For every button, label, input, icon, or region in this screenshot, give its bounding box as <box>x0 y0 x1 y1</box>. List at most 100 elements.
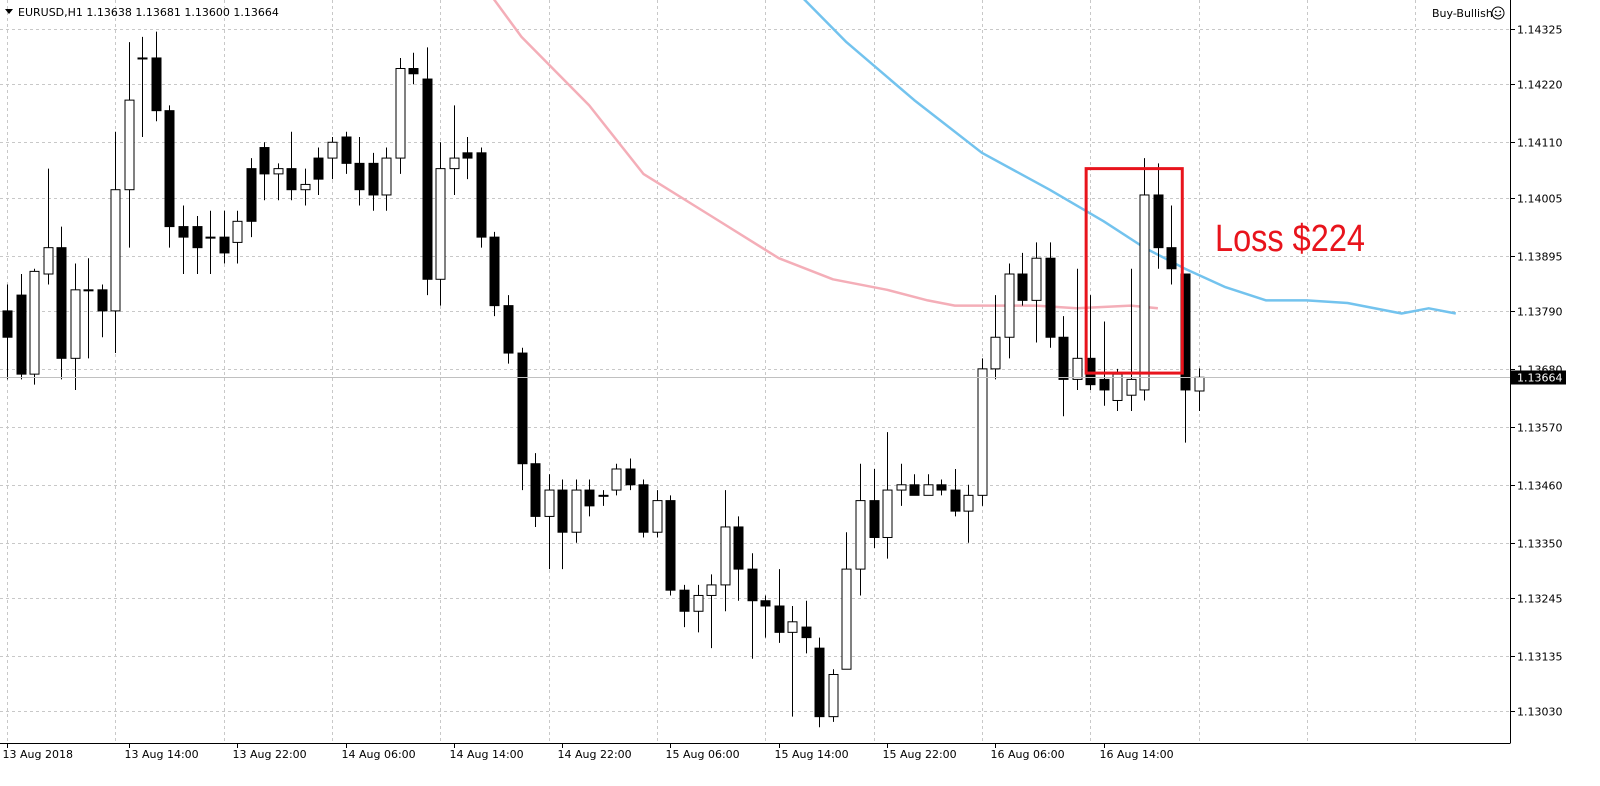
grid <box>0 0 1510 743</box>
candle <box>1099 321 1110 406</box>
candle-body-bear <box>16 294 27 375</box>
candle <box>341 131 352 174</box>
candle-body-bull <box>693 594 704 612</box>
candle-body-bear <box>814 647 825 718</box>
candle-body-bear <box>286 168 297 191</box>
candle <box>1112 368 1123 412</box>
candle-body-bear <box>1058 336 1069 380</box>
smiley-icon[interactable] <box>1491 6 1505 20</box>
candle <box>517 347 528 491</box>
candle <box>246 158 257 238</box>
loss-highlight-rect <box>1084 167 1184 375</box>
candle-body-bear <box>1045 257 1056 338</box>
candle <box>164 105 175 248</box>
candle <box>1058 316 1069 417</box>
candle-body-bear <box>503 305 514 354</box>
candle-body-bull <box>83 289 94 292</box>
candle <box>747 553 758 659</box>
candle-body-bull <box>923 484 934 496</box>
candle <box>733 516 744 601</box>
candle-body-bear <box>1017 273 1028 301</box>
candle-body-bear <box>625 468 636 486</box>
candle <box>327 137 338 180</box>
candle-body-bull <box>300 183 311 191</box>
candle-body-bull <box>652 500 663 533</box>
candle <box>192 216 203 275</box>
candle <box>56 226 67 380</box>
candle-body-bull <box>1194 376 1205 392</box>
candle <box>70 263 81 390</box>
candle-body-bear <box>259 147 270 175</box>
candle <box>977 358 988 506</box>
candle-body-bear <box>679 589 690 612</box>
candle-body-bear <box>638 484 649 533</box>
candle <box>300 168 311 206</box>
candle-body-bull <box>963 494 974 512</box>
candle-body-bull <box>1072 357 1083 380</box>
candle-body-bull <box>896 484 907 491</box>
candle-body-bull <box>124 99 135 191</box>
candle-body-bear <box>1099 378 1110 391</box>
x-tick-label: 13 Aug 14:00 <box>125 748 199 761</box>
candle <box>29 268 40 385</box>
candle <box>462 137 473 180</box>
candle <box>530 453 541 527</box>
candle-body-bear <box>1166 247 1177 270</box>
candle <box>841 532 852 670</box>
candle <box>923 474 934 496</box>
candle <box>286 131 297 201</box>
candle-body-bear <box>869 500 880 538</box>
candle-body-bear <box>774 605 785 633</box>
candle <box>598 490 609 506</box>
y-tick-label: 1.14220 <box>1517 79 1563 92</box>
candle-body-bull <box>787 621 798 633</box>
current-price-tag-bg <box>1511 370 1566 385</box>
candle <box>1166 205 1177 285</box>
candle-body-bull <box>381 157 392 196</box>
candle <box>652 490 663 538</box>
current-price-label: 1.13664 <box>1517 372 1563 385</box>
candle-body-bear <box>313 157 324 180</box>
y-tick-label: 1.13030 <box>1517 706 1563 719</box>
candle-body-bull <box>395 68 406 159</box>
candle-body-bull <box>544 489 555 517</box>
symbol-menu-triangle-icon[interactable] <box>5 9 13 14</box>
candle <box>584 479 595 517</box>
candle-body-bear <box>530 463 541 517</box>
candle <box>720 490 731 612</box>
candle-body-bear <box>462 152 473 159</box>
candle-body-bear <box>517 352 528 465</box>
candle-body-bear <box>489 236 500 307</box>
candle <box>1153 163 1164 269</box>
candle-body-bull <box>720 526 731 586</box>
candle <box>2 284 13 380</box>
candle-body-bull <box>706 584 717 596</box>
x-tick-label: 14 Aug 22:00 <box>558 748 632 761</box>
candle-body-bull <box>70 289 81 359</box>
candle-body-bull <box>882 489 893 538</box>
candle-body-bull <box>1126 378 1137 396</box>
x-tick-label: 15 Aug 22:00 <box>883 748 957 761</box>
candle-body-bear <box>557 489 568 533</box>
candle <box>544 474 555 570</box>
candle-body-bull <box>1139 194 1150 391</box>
candle-body-bull <box>598 494 609 497</box>
candle <box>422 47 433 296</box>
candle-body-bear <box>909 484 920 496</box>
time-axis[interactable]: 13 Aug 2018 13 Aug 14:00 13 Aug 22:00 14 Au… <box>3 743 1174 761</box>
candle <box>855 463 866 596</box>
candle <box>679 584 690 628</box>
candle <box>503 295 514 364</box>
candle <box>1031 242 1042 343</box>
candle <box>882 432 893 559</box>
candle <box>625 458 636 491</box>
candle-body-bear <box>56 247 67 359</box>
candle-body-bull <box>449 157 460 170</box>
candle-body-bull <box>1031 257 1042 301</box>
y-tick-label: 1.13245 <box>1517 593 1563 606</box>
symbol-info-text: EURUSD,H1 1.13638 1.13681 1.13600 1.1366… <box>18 6 279 19</box>
candle <box>381 147 392 211</box>
candle <box>693 584 704 633</box>
expert-name-text[interactable]: Buy-Bullish <box>1432 7 1493 20</box>
